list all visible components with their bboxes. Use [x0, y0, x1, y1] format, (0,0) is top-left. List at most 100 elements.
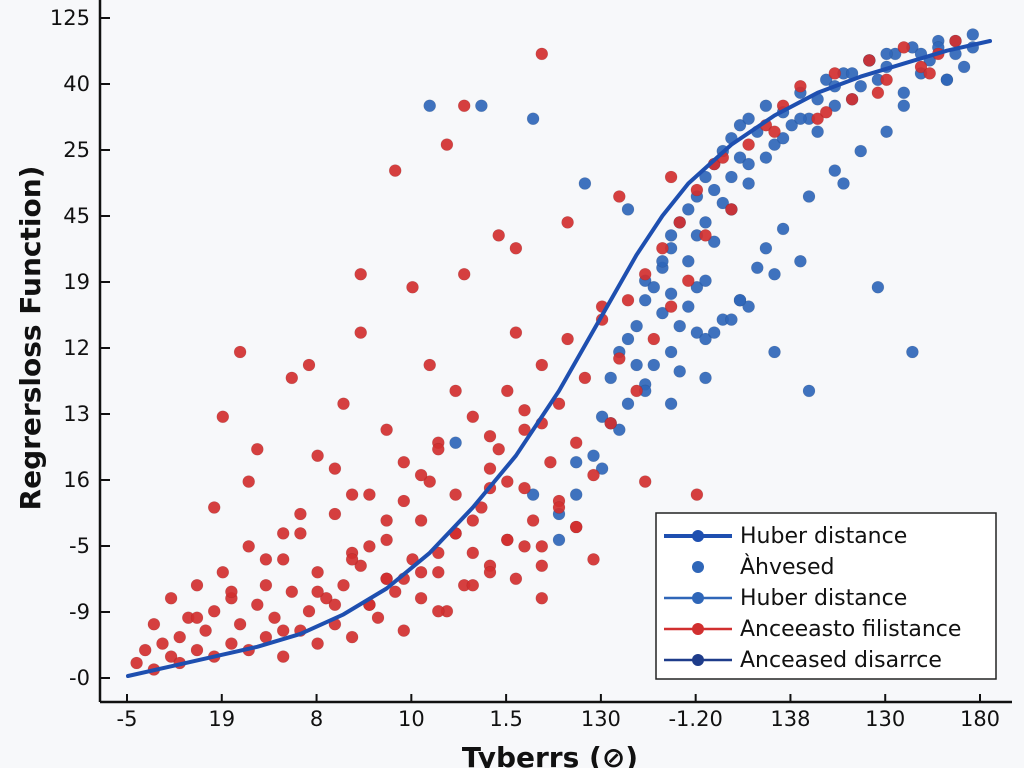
line-layer: [126, 39, 992, 678]
data-point--hvesed: [768, 267, 781, 281]
data-point--hvesed: [794, 112, 807, 125]
data-point--hvesed: [716, 196, 730, 210]
data-point-anceeasto-filistance: [509, 242, 523, 255]
x-tick-label: -1.20: [668, 707, 722, 731]
data-point--hvesed: [673, 319, 687, 333]
data-point-anceeasto-filistance: [414, 468, 428, 482]
data-point--hvesed: [673, 365, 687, 378]
data-point-anceeasto-filistance: [569, 436, 583, 450]
data-point-anceeasto-filistance: [690, 183, 704, 197]
y-tick-label: -0: [69, 666, 90, 690]
legend-dot-swatch: [692, 530, 704, 542]
data-point--hvesed: [759, 99, 773, 113]
data-point-anceeasto-filistance: [431, 442, 445, 456]
data-point-anceeasto-filistance: [302, 604, 316, 618]
data-point-anceeasto-filistance: [509, 572, 523, 586]
x-tick-label: 8: [310, 707, 323, 731]
data-point-anceeasto-filistance: [242, 540, 255, 553]
data-point-anceeasto-filistance: [147, 617, 161, 631]
data-point--hvesed: [569, 488, 583, 501]
data-point-anceeasto-filistance: [294, 527, 307, 540]
data-point-anceeasto-filistance: [345, 553, 359, 566]
data-point-anceeasto-filistance: [423, 475, 437, 488]
data-point-anceeasto-filistance: [535, 540, 549, 553]
data-point-anceeasto-filistance: [354, 559, 368, 573]
data-point-anceeasto-filistance: [604, 416, 618, 430]
data-point--hvesed: [621, 332, 635, 346]
x-ticks: -5 19 8 10 1.5 130 -1.20 138 130 180: [117, 694, 1000, 731]
data-point-anceeasto-filistance: [397, 624, 411, 637]
data-point--hvesed: [742, 177, 755, 190]
data-point-anceeasto-filistance: [156, 637, 169, 650]
data-point-anceeasto-filistance: [725, 203, 738, 216]
data-point-anceeasto-filistance: [561, 216, 574, 229]
data-point--hvesed: [733, 151, 747, 164]
data-point-anceeasto-filistance: [397, 455, 411, 469]
data-point--hvesed: [880, 125, 893, 138]
data-point--hvesed: [897, 99, 911, 113]
data-point-anceeasto-filistance: [466, 410, 480, 424]
x-tick-label: 138: [770, 707, 810, 731]
data-point-anceeasto-filistance: [406, 280, 419, 294]
data-point--hvesed: [707, 235, 721, 249]
data-point-anceeasto-filistance: [328, 462, 342, 475]
data-point-anceeasto-filistance: [233, 617, 247, 631]
data-point--hvesed: [966, 28, 980, 41]
data-point-anceeasto-filistance: [285, 585, 299, 599]
data-point-anceeasto-filistance: [647, 332, 661, 346]
data-point--hvesed: [612, 423, 626, 437]
data-point-anceeasto-filistance: [371, 611, 385, 625]
legend-dot-swatch: [692, 623, 704, 635]
data-point-anceeasto-filistance: [259, 578, 273, 592]
data-point-anceeasto-filistance: [880, 73, 893, 87]
data-point--hvesed: [802, 190, 816, 203]
data-point--hvesed: [776, 131, 790, 145]
data-point-anceeasto-filistance: [552, 501, 566, 514]
data-point--hvesed: [768, 345, 781, 359]
data-point-anceeasto-filistance: [518, 481, 531, 495]
data-point-anceeasto-filistance: [345, 630, 359, 644]
data-point--hvesed: [604, 371, 618, 385]
data-point-anceeasto-filistance: [380, 533, 393, 547]
data-point-anceeasto-filistance: [871, 86, 885, 100]
data-point--hvesed: [526, 488, 540, 501]
data-point-anceeasto-filistance: [518, 403, 531, 417]
data-point-anceeasto-filistance: [440, 138, 454, 151]
data-point-anceeasto-filistance: [526, 514, 540, 527]
data-point-anceeasto-filistance: [819, 105, 833, 119]
y-tick-label: 13: [63, 402, 90, 426]
data-point--hvesed: [785, 118, 799, 132]
data-point-anceeasto-filistance: [664, 300, 678, 313]
data-point--hvesed: [664, 397, 678, 411]
data-point-anceeasto-filistance: [423, 358, 437, 372]
data-point--hvesed: [656, 254, 669, 268]
data-point-anceeasto-filistance: [311, 449, 324, 463]
data-point-anceeasto-filistance: [250, 442, 264, 456]
legend-label: Huber distance: [740, 586, 907, 611]
data-point-anceeasto-filistance: [130, 656, 143, 670]
data-point-anceeasto-filistance: [638, 267, 652, 281]
data-point-anceeasto-filistance: [949, 34, 962, 48]
data-point-anceeasto-filistance: [457, 267, 471, 281]
data-point--hvesed: [630, 358, 643, 372]
data-point--hvesed: [621, 397, 635, 411]
legend-label: Huber distance: [740, 524, 907, 549]
data-point-anceeasto-filistance: [250, 598, 264, 612]
data-point-anceeasto-filistance: [681, 274, 695, 288]
y-axis-title: Regrersloss Function): [14, 166, 47, 511]
data-point-anceeasto-filistance: [518, 540, 531, 553]
data-point-anceeasto-filistance: [535, 591, 549, 605]
data-point--hvesed: [750, 261, 764, 275]
data-point-anceeasto-filistance: [690, 488, 704, 501]
data-point--hvesed: [681, 254, 695, 268]
data-point-anceeasto-filistance: [587, 553, 600, 566]
data-point-anceeasto-filistance: [500, 475, 514, 488]
data-point-anceeasto-filistance: [276, 553, 290, 566]
data-point--hvesed: [595, 462, 609, 475]
legend-label: Anceased disarrce: [740, 648, 942, 673]
data-point--hvesed: [664, 229, 678, 242]
data-point-anceeasto-filistance: [431, 604, 445, 618]
data-point--hvesed: [776, 222, 790, 236]
data-point-anceeasto-filistance: [449, 384, 462, 398]
